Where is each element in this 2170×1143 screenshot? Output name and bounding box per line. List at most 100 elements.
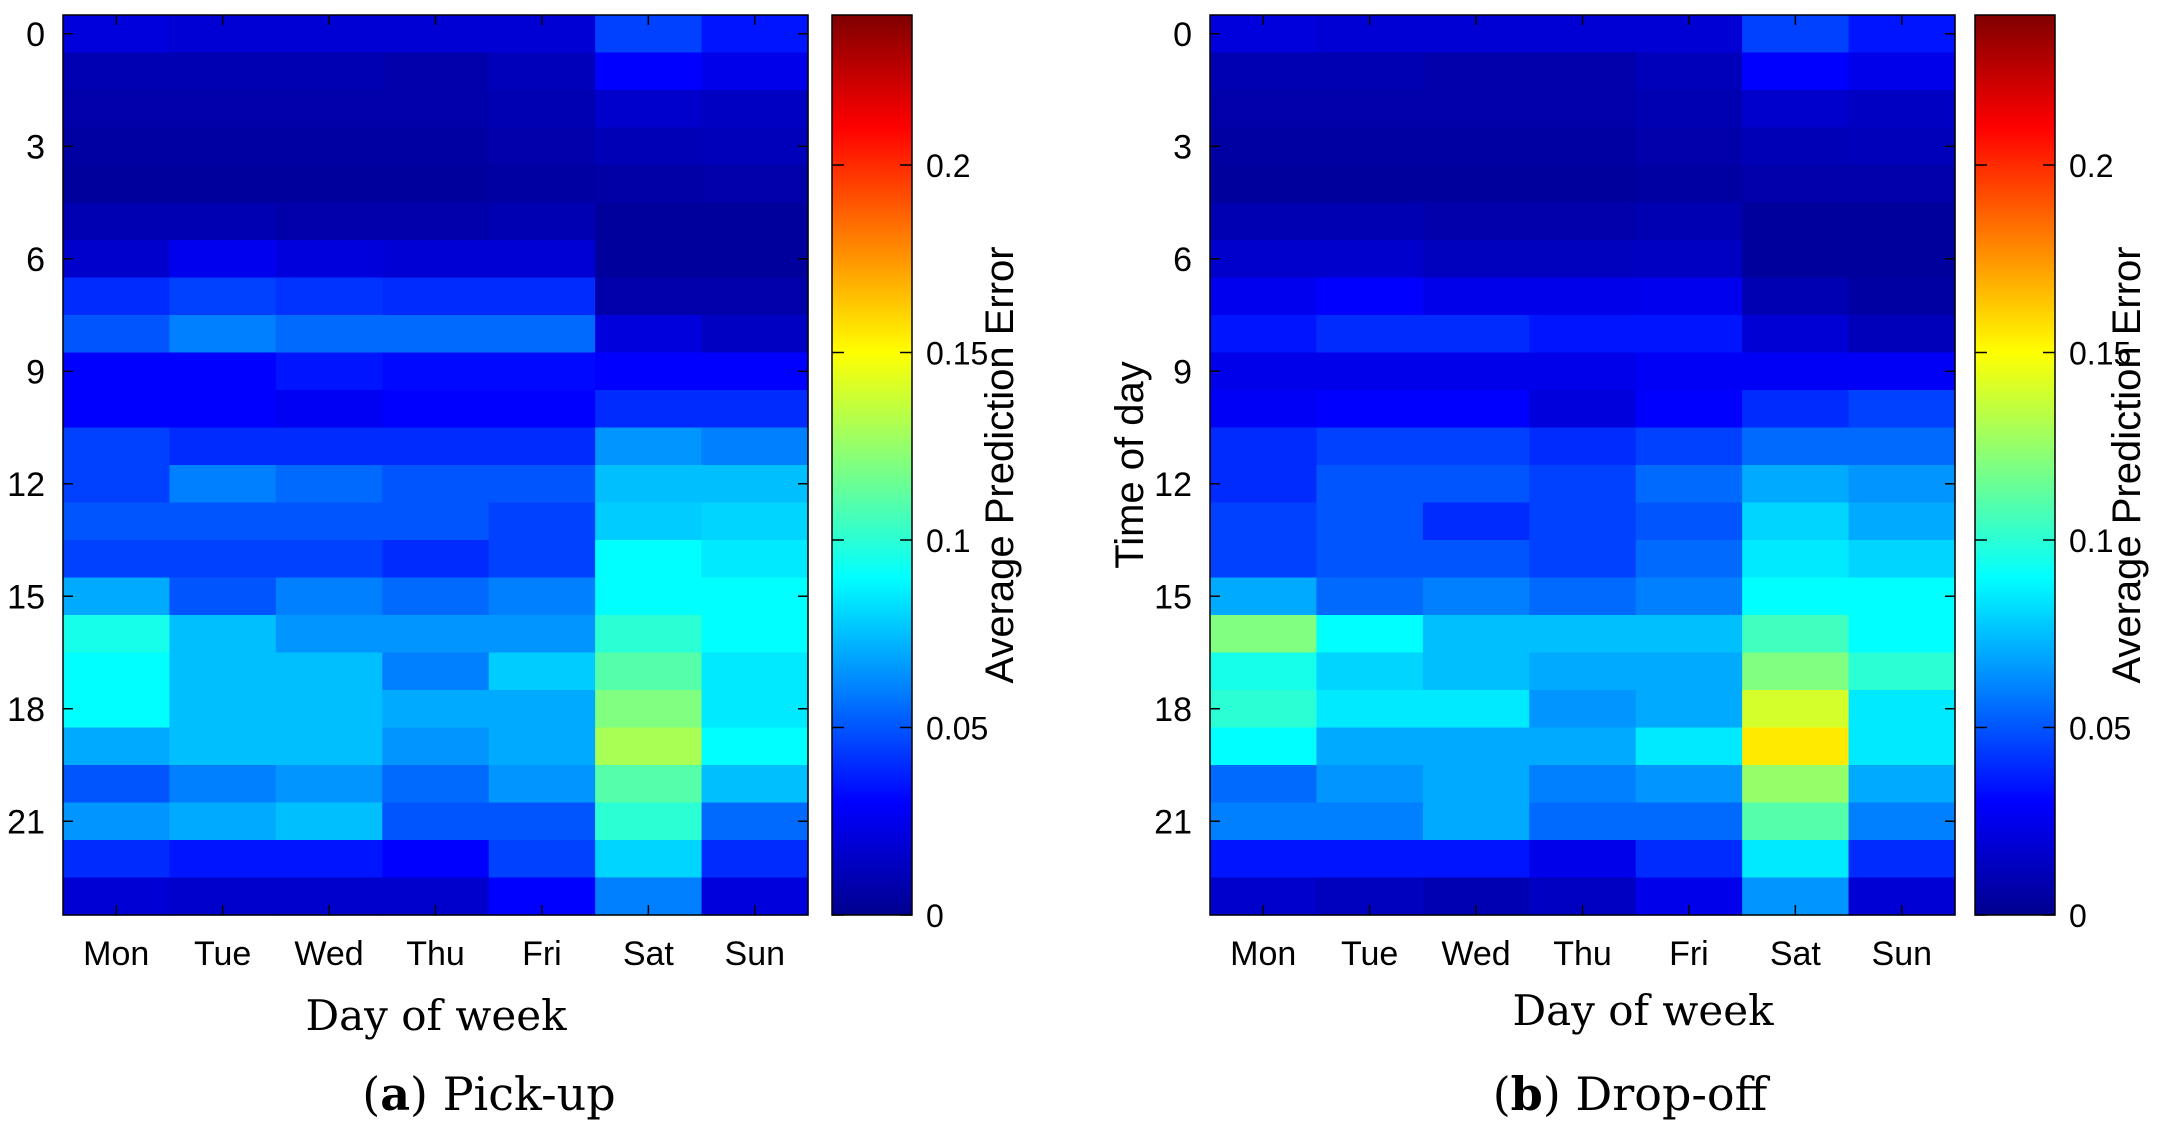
heatmap-cell [595,840,703,879]
heatmap-cell [1742,315,1850,354]
heatmap-cell [1422,652,1530,691]
heatmap-cell [169,90,277,129]
x-tick-label: Fri [1669,935,1709,973]
colorbar-tick-label: 0.15 [926,336,988,372]
heatmap-cell [595,690,703,729]
x-tick-label: Wed [294,935,363,973]
heatmap-cell [1422,427,1530,466]
heatmap-cell [63,802,171,841]
heatmap-cell [63,202,171,241]
heatmap-cell [1529,652,1637,691]
heatmap-cell [275,465,383,504]
heatmap-cell [169,390,277,429]
heatmap-cell [595,202,703,241]
heatmap-cell [1316,765,1424,804]
colorbar-ticks-dropoff: 0 0.05 0.1 0.15 0.2 [1975,148,2131,934]
heatmap-cell [1635,90,1743,129]
heatmap-cells-pickup [63,15,809,916]
heatmap-cell [1848,765,1956,804]
heatmap-cell [382,427,490,466]
heatmap-cell [63,840,171,879]
heatmap-cell [1848,652,1956,691]
heatmap-cell [1422,390,1530,429]
heatmap-cell [169,540,277,579]
x-axis-label-dropoff: Day of week [1512,986,1774,1035]
y-tick-label: 3 [26,128,45,166]
heatmap-cell [169,840,277,879]
heatmap-cell [701,765,809,804]
heatmap-cell [701,427,809,466]
heatmap-cell [701,540,809,579]
heatmap-cell [1210,52,1318,91]
heatmap-cell [63,427,171,466]
heatmap-cell [1635,52,1743,91]
heatmap-cell [701,652,809,691]
heatmap-cell [488,352,596,391]
heatmap-cell [488,765,596,804]
heatmap-cell [63,577,171,616]
heatmap-cell [1529,802,1637,841]
heatmap-cell [595,52,703,91]
heatmap-cell [169,277,277,316]
colorbar-tick-label: 0.05 [2069,711,2131,747]
heatmap-cell [382,840,490,879]
heatmap-cell [63,652,171,691]
heatmap-cell [1742,615,1850,654]
heatmap-cell [701,90,809,129]
x-tick-label: Tue [194,935,251,973]
heatmap-cell [1422,202,1530,241]
heatmap-cell [382,352,490,391]
heatmap-cell [1848,202,1956,241]
heatmap-cell [1529,277,1637,316]
heatmap-cell [1742,465,1850,504]
heatmap-cell [1635,840,1743,879]
heatmap-cell [1742,727,1850,766]
heatmap-cell [1848,727,1956,766]
heatmap-cell [275,652,383,691]
heatmap-cell [595,652,703,691]
heatmap-cell [1316,802,1424,841]
heatmap-cell [1635,727,1743,766]
heatmap-cell [595,577,703,616]
heatmap-cell [488,127,596,166]
heatmap-cell [1422,765,1530,804]
heatmap-cell [275,165,383,204]
heatmap-cell [488,840,596,879]
heatmap-cell [1635,315,1743,354]
heatmap-cell [275,202,383,241]
heatmap-cell [1848,52,1956,91]
heatmap-cell [275,840,383,879]
heatmap-cell [1742,90,1850,129]
heatmap-cell [169,240,277,279]
heatmap-cell [275,315,383,354]
heatmap-cell [595,390,703,429]
heatmap-cell [1210,202,1318,241]
heatmap-cell [1742,240,1850,279]
heatmap-cell [63,390,171,429]
heatmap-cell [701,390,809,429]
heatmap-cell [1422,727,1530,766]
heatmap-cell [63,165,171,204]
heatmap-cell [63,277,171,316]
heatmap-cell [275,802,383,841]
heatmap-cell [1316,615,1424,654]
heatmap-cell [701,802,809,841]
heatmap-cell [1848,315,1956,354]
heatmap-cell [1848,690,1956,729]
heatmap-cell [488,165,596,204]
heatmap-cell [1848,390,1956,429]
heatmap-cell [1529,840,1637,879]
colorbar-tick-label: 0 [2069,898,2087,934]
heatmap-cell [382,390,490,429]
x-tick-label: Wed [1441,935,1510,973]
heatmap-cell [169,615,277,654]
x-tick-label: Thu [406,935,465,973]
heatmap-cell [169,165,277,204]
heatmap-cell [275,352,383,391]
heatmap-cell [1210,390,1318,429]
heatmap-cell [1848,90,1956,129]
heatmap-cell [488,240,596,279]
heatmap-cell [595,427,703,466]
heatmap-cell [1742,502,1850,541]
colorbar-dropoff [1974,14,2056,916]
